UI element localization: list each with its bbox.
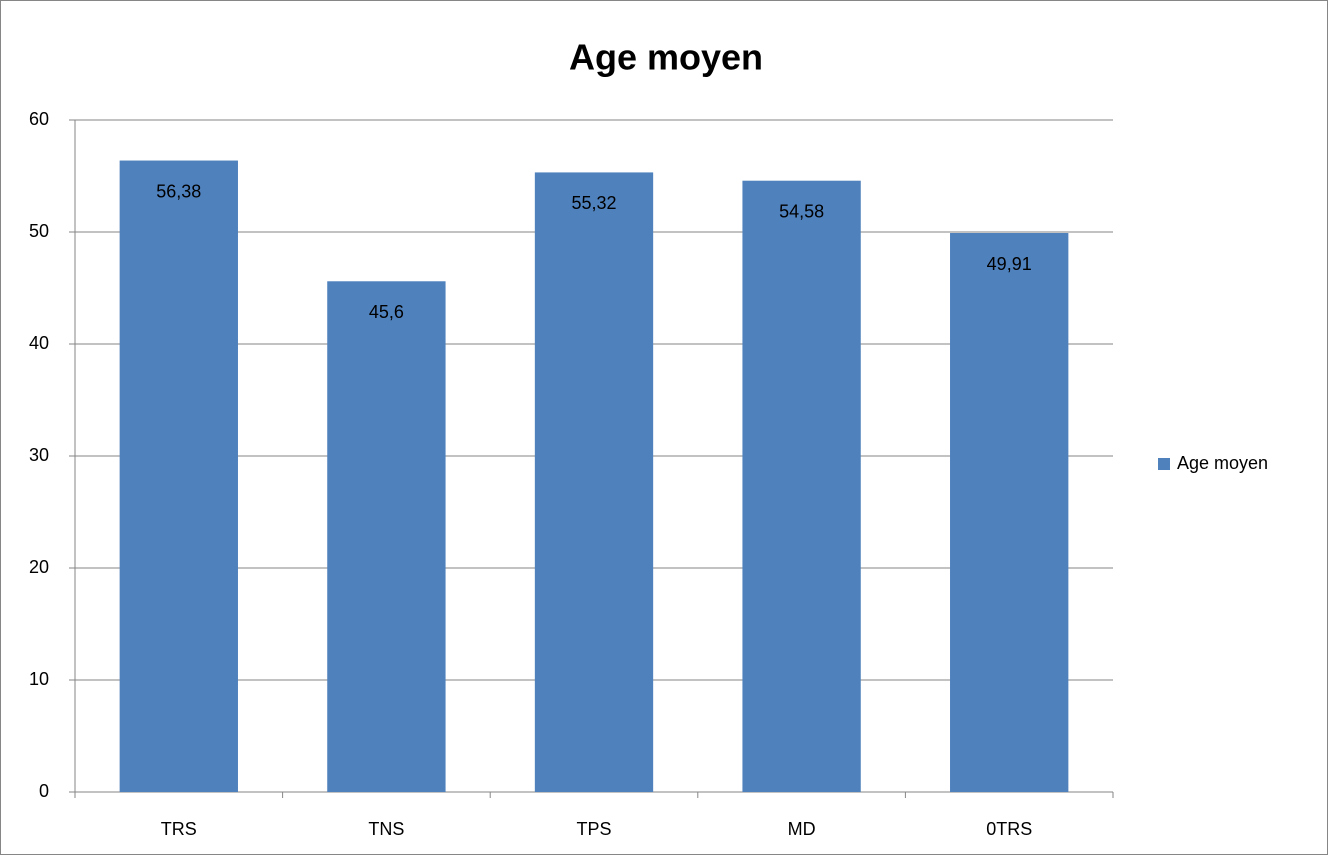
data-label: 45,6 [369, 302, 404, 322]
x-tick-label: TNS [368, 819, 404, 839]
bar [950, 233, 1069, 792]
y-tick-label: 0 [39, 781, 49, 801]
y-tick-label: 20 [29, 557, 49, 577]
x-tick-label: MD [788, 819, 816, 839]
x-tick-label: TRS [161, 819, 197, 839]
y-tick-label: 10 [29, 669, 49, 689]
x-tick-label: 0TRS [986, 819, 1032, 839]
x-tick-label: TPS [576, 819, 611, 839]
data-label: 54,58 [779, 201, 824, 221]
y-tick-label: 40 [29, 333, 49, 353]
data-label: 55,32 [571, 193, 616, 213]
data-label: 49,91 [987, 254, 1032, 274]
legend-swatch [1158, 458, 1170, 470]
bar [534, 172, 654, 792]
bar [119, 160, 238, 792]
chart-title: Age moyen [569, 37, 763, 78]
y-tick-label: 60 [29, 109, 49, 129]
data-label: 56,38 [156, 181, 201, 201]
y-tick-label: 50 [29, 221, 49, 241]
y-tick-label: 30 [29, 445, 49, 465]
bar [327, 281, 446, 792]
bar [742, 180, 861, 793]
legend-label: Age moyen [1177, 453, 1268, 473]
